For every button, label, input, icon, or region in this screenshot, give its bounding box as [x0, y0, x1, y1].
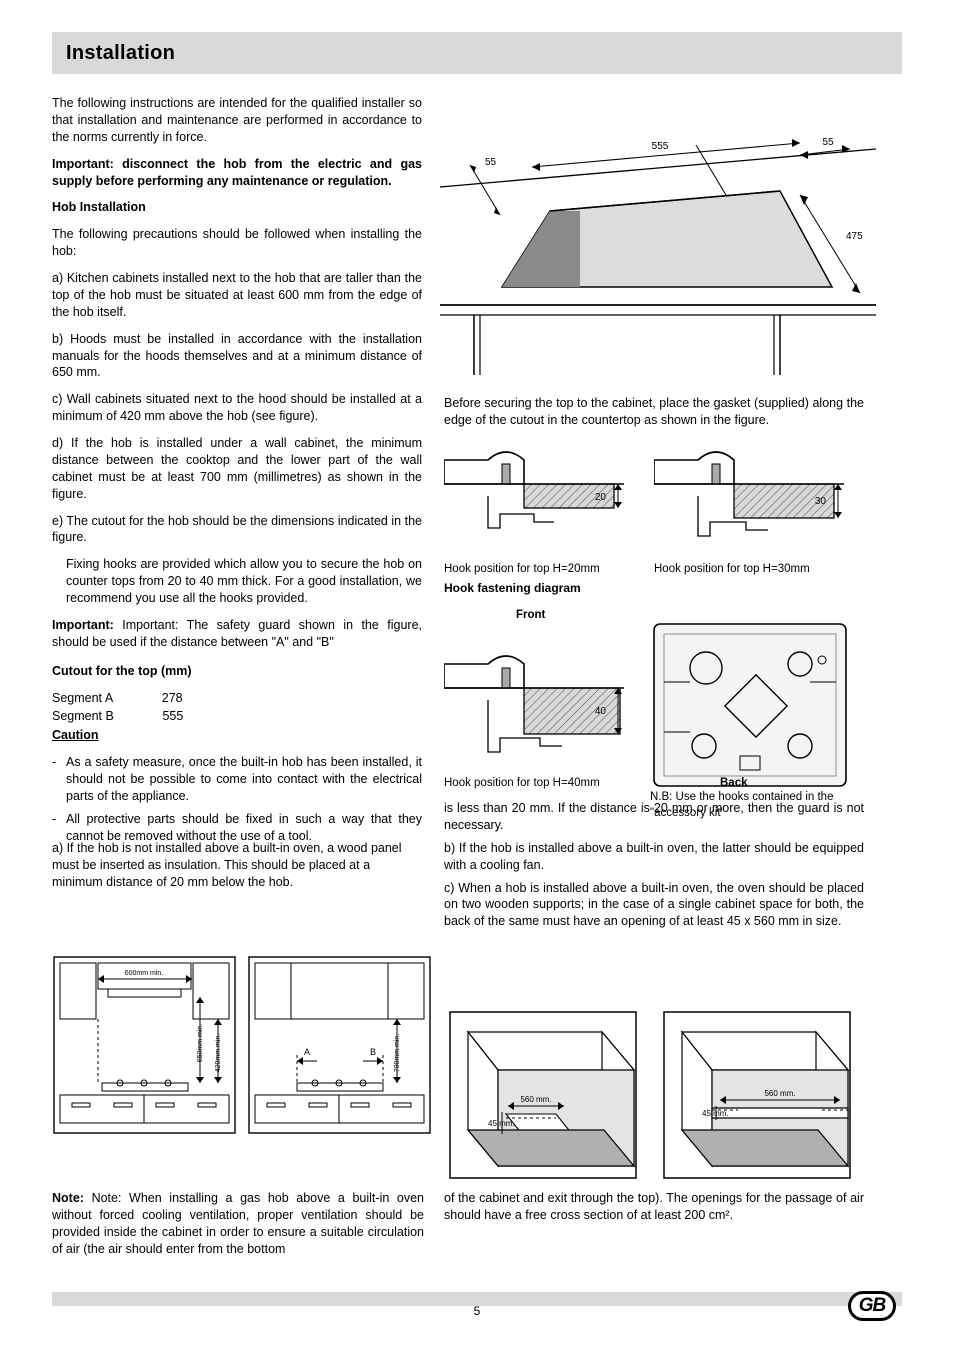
important-disconnect: Important: disconnect the hob from the e… [52, 156, 422, 190]
left-lower: a) If the hob is not installed above a b… [52, 840, 424, 897]
item-d: d) If the hob is installed under a wall … [52, 435, 422, 503]
hook-20-label: Hook position for top H=20mm [444, 562, 614, 578]
dim-560a: 560 mm. [520, 1095, 551, 1104]
note-col2: of the cabinet and exit through the top)… [444, 1190, 864, 1224]
hook-30-label: Hook position for top H=30mm [654, 562, 824, 578]
gb-badge: GB [848, 1291, 896, 1321]
dim-20: 20 [595, 492, 607, 503]
dim-55b: 55 [822, 137, 834, 148]
segA-row: Segment A 278 [52, 690, 422, 707]
segB-row: Segment B 555 [52, 708, 422, 725]
item-c: c) Wall cabinets situated next to the ho… [52, 391, 422, 425]
front-label: Front [516, 608, 545, 624]
hook-20-diagram: 20 [444, 436, 624, 556]
dim-555: 555 [652, 141, 669, 152]
item-e: e) The cutout for the hob should be the … [52, 513, 422, 547]
hob-bottom-diagram [650, 620, 850, 790]
cabinet-iso-2: 560 mm. 45 mm. [662, 1010, 852, 1180]
left-column: The following instructions are intended … [52, 95, 422, 851]
hook-fastening-block: Hook fastening diagram [444, 580, 634, 602]
caution-title: Caution [52, 727, 422, 744]
gasket-note: Before securing the top to the cabinet, … [444, 395, 864, 435]
seg-A-label: A [304, 1047, 310, 1057]
item-a: a) Kitchen cabinets installed next to th… [52, 270, 422, 321]
dim-420a: 420mm min. [215, 1034, 222, 1073]
page-title-bar: Installation [52, 32, 902, 74]
dim-650a: 650mm min. [197, 1024, 204, 1063]
dim-45a: 45 mm. [488, 1119, 515, 1128]
item-a2: a) If the hob is not installed above a b… [52, 840, 424, 891]
intro-text: The following instructions are intended … [52, 95, 422, 146]
item-b: b) Hoods must be installed in accordance… [52, 331, 422, 382]
dim-40: 40 [595, 706, 607, 717]
cutout-diagram: 55 555 55 475 [440, 105, 876, 375]
fixhooks-text: Fixing hooks are provided which allow yo… [66, 556, 422, 607]
gasket-text: Before securing the top to the cabinet, … [444, 395, 864, 429]
dim-600a: 600mm min. [125, 970, 164, 977]
dim-560b: 560 mm. [764, 1089, 795, 1098]
hook-40-label: Hook position for top H=40mm [444, 776, 614, 792]
note-col1: Note: Note: When installing a gas hob ab… [52, 1190, 424, 1258]
item-b2: b) If the hob is installed above a built… [444, 840, 864, 874]
kitchen-elev-2: 700mm min. A B [247, 955, 432, 1135]
dim-30: 30 [815, 496, 827, 507]
cutout-title: Cutout for the top (mm) [52, 663, 422, 680]
section-title: Hob Installation [52, 199, 422, 216]
hook-head: Hook fastening diagram [444, 580, 634, 596]
item-c2: c) When a hob is installed above a built… [444, 880, 864, 931]
seg-B-label: B [370, 1047, 376, 1057]
page-title: Installation [66, 40, 175, 67]
precautions-p: The following precautions should be foll… [52, 226, 422, 260]
dim-700: 700mm min. [394, 1034, 401, 1073]
caution-1: As a safety measure, once the built-in h… [52, 754, 422, 805]
dim-45b: 45 mm. [702, 1109, 729, 1118]
page-number: 5 [0, 1303, 954, 1319]
dim-55a: 55 [485, 157, 497, 168]
hook-30-diagram: 30 [654, 436, 844, 556]
kitchen-elev-1: 650mm min. 420mm min. 600mm min. [52, 955, 237, 1135]
cabinet-iso-1: 560 mm. 45 mm. [448, 1010, 638, 1180]
dim-475: 475 [846, 231, 863, 242]
nb-accessory: N.B: Use the hooks contained in the "acc… [650, 790, 860, 821]
caution-bullets: As a safety measure, once the built-in h… [52, 754, 422, 844]
important-guard: Important: Important: The safety guard s… [52, 617, 422, 651]
hook-40-diagram: 40 [444, 640, 624, 770]
